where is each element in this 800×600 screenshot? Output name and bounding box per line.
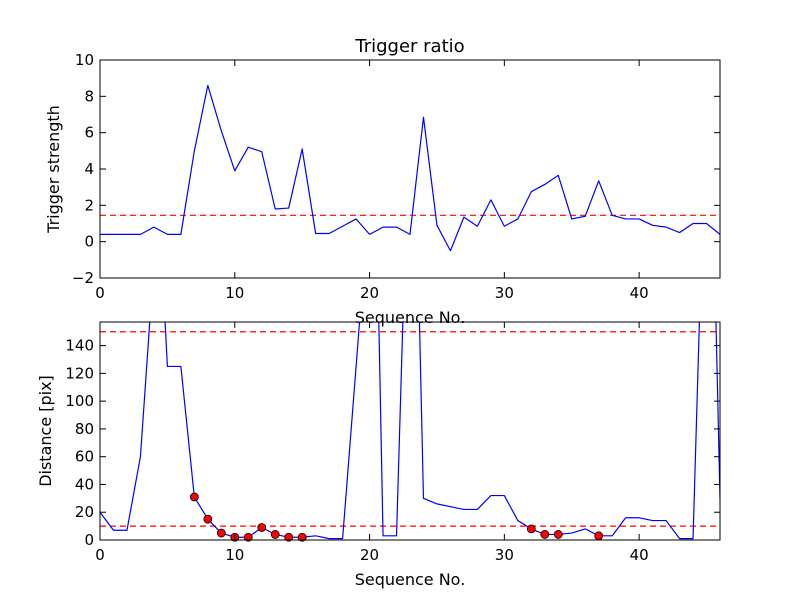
data-point-marker (257, 523, 267, 532)
plot-content (100, 84, 720, 252)
y-tick-label: 0 (84, 531, 94, 549)
y-tick-label: 80 (75, 420, 94, 438)
x-tick-label: 10 (225, 546, 244, 564)
distance-chart: 0 10 20 30 40 0 20 40 60 80 100 120 140 Sequence No.… (36, 321, 721, 589)
y-axis-label: Distance [pix] (36, 375, 55, 487)
x-tick-label: 40 (630, 546, 649, 564)
y-tick-label: 40 (75, 475, 94, 493)
y-tick-label: 140 (65, 337, 94, 355)
plot-area (100, 322, 720, 542)
y-tick-label: 120 (65, 364, 94, 382)
y-tick-label: 0 (84, 233, 94, 251)
data-point-marker (594, 531, 604, 541)
y-tick-label: −2 (72, 269, 94, 287)
axes-frame (99, 321, 721, 541)
data-point-marker (189, 492, 199, 502)
x-axis-label: Sequence No. (355, 570, 466, 589)
y-tick-label: 8 (84, 87, 94, 105)
x-tick-label: 40 (630, 284, 649, 302)
data-point-marker (243, 532, 253, 542)
data-point-marker (216, 528, 226, 538)
x-tick-label: 30 (495, 546, 514, 564)
series-line (100, 84, 720, 252)
data-point-marker (540, 530, 550, 539)
plot-area (100, 84, 720, 252)
x-tick-label: 20 (360, 546, 379, 564)
x-tick-label: 10 (225, 284, 244, 302)
y-tick-label: 20 (75, 503, 94, 521)
y-tick-label: 60 (75, 448, 94, 466)
y-tick-label: 10 (75, 51, 94, 69)
x-tick-label: 0 (95, 546, 105, 564)
y-tick-label: 2 (84, 196, 94, 214)
data-point-marker (526, 524, 536, 534)
y-tick-label: 100 (65, 392, 94, 410)
chart-title: Trigger ratio (354, 36, 464, 57)
data-point-marker (553, 530, 563, 539)
x-tick-label: 0 (95, 284, 105, 302)
y-tick-label: 4 (84, 160, 94, 178)
data-point-marker (203, 514, 213, 524)
axis-ticks: 0 10 20 30 40 0 20 40 60 80 100 120 140 (65, 322, 720, 564)
data-point-marker (297, 532, 307, 542)
x-tick-label: 30 (495, 284, 514, 302)
y-axis-label: Trigger strength (44, 105, 63, 234)
y-tick-label: 6 (84, 124, 94, 142)
data-point-marker (270, 530, 280, 539)
x-axis-label: Sequence No. (355, 308, 466, 327)
x-tick-label: 20 (360, 284, 379, 302)
data-point-marker (284, 532, 294, 542)
